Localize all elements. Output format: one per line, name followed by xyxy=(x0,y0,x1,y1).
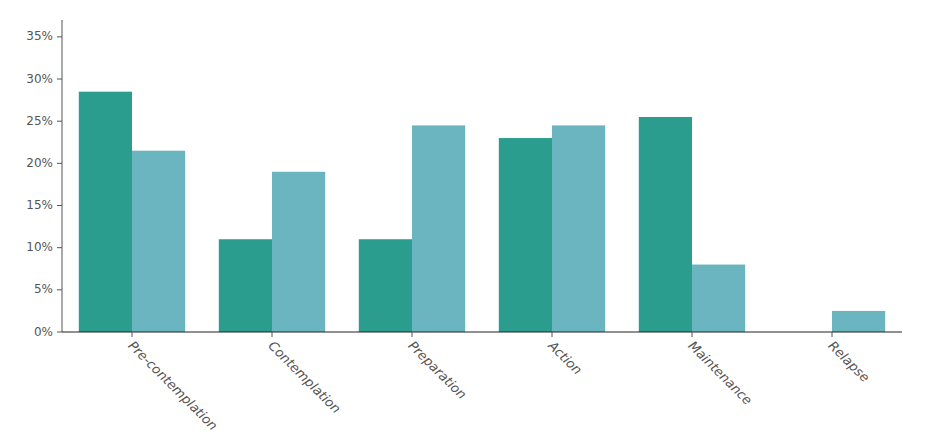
bar xyxy=(132,151,185,332)
y-tick xyxy=(57,205,62,206)
bar xyxy=(692,265,745,332)
y-tick-label: 0% xyxy=(34,325,53,339)
chart-container: 0% 5% 10% 15% 20% 25% 30% 35% Pre-contemplation C… xyxy=(0,0,926,444)
bar xyxy=(359,239,412,332)
y-tick-label: 5% xyxy=(34,282,53,296)
x-tick xyxy=(132,332,133,337)
x-tick xyxy=(272,332,273,337)
x-tick-label: Maintenance xyxy=(685,338,755,408)
y-tick-label: 20% xyxy=(26,156,53,170)
x-tick-label: Action xyxy=(545,337,585,377)
bar xyxy=(412,125,465,332)
bar xyxy=(79,92,132,332)
x-tick xyxy=(552,332,553,337)
y-tick xyxy=(57,332,62,333)
x-tick-label: Relapse xyxy=(825,338,872,385)
y-tick xyxy=(57,289,62,290)
page: {"chart_data": {"type": "bar", "categori… xyxy=(0,0,926,444)
y-tick-label: 15% xyxy=(26,198,53,212)
bar xyxy=(832,311,885,332)
bar xyxy=(219,239,272,332)
x-axis-line xyxy=(62,331,902,332)
chart-svg: 0% 5% 10% 15% 20% 25% 30% 35% Pre-contemplation C… xyxy=(0,0,926,444)
x-axis: Pre-contemplation Contemplation Preparatio… xyxy=(62,332,902,433)
y-axis-line xyxy=(62,20,63,332)
x-tick xyxy=(832,332,833,337)
bar xyxy=(499,138,552,332)
bars xyxy=(79,92,885,332)
bar xyxy=(552,125,605,332)
y-tick xyxy=(57,36,62,37)
y-axis: 0% 5% 10% 15% 20% 25% 30% 35% xyxy=(26,20,62,339)
bar xyxy=(639,117,692,332)
x-tick-label: Preparation xyxy=(405,338,469,402)
x-tick-label: Contemplation xyxy=(265,338,343,416)
y-tick-label: 10% xyxy=(26,240,53,254)
y-tick xyxy=(57,247,62,248)
y-tick-label: 25% xyxy=(26,114,53,128)
y-tick xyxy=(57,121,62,122)
y-tick-label: 35% xyxy=(26,29,53,43)
y-tick xyxy=(57,163,62,164)
x-tick-label: Pre-contemplation xyxy=(125,338,220,433)
y-tick xyxy=(57,79,62,80)
bar xyxy=(272,172,325,332)
y-tick-label: 30% xyxy=(26,72,53,86)
x-tick xyxy=(412,332,413,337)
x-tick xyxy=(692,332,693,337)
